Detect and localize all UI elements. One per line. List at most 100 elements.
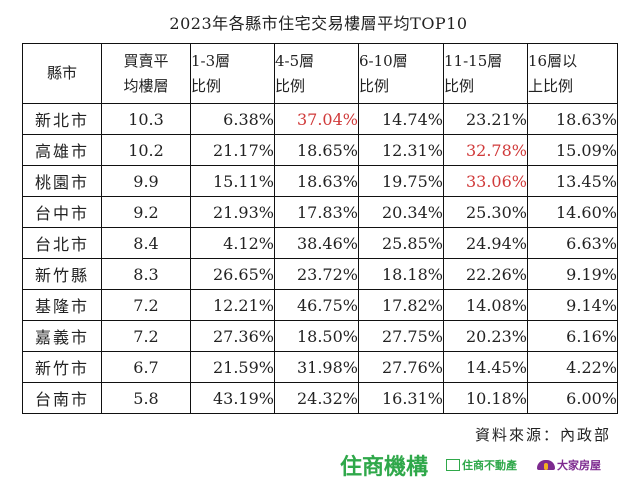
cell-f11-15: 25.30% xyxy=(443,196,528,228)
table-row: 嘉義市 7.2 27.36% 18.50% 27.75% 20.23% 6.16% xyxy=(22,320,618,352)
cell-f16: 6.00% xyxy=(527,382,618,414)
table-title: 2023年各縣市住宅交易樓層平均TOP10 xyxy=(169,14,468,33)
cell-f6-10: 17.82% xyxy=(358,289,444,321)
header-label: 4-5層 xyxy=(275,51,315,70)
cell-avg: 6.7 xyxy=(101,351,191,383)
cell-city: 新北市 xyxy=(22,103,102,135)
table-row: 新竹市 6.7 21.59% 31.98% 27.76% 14.45% 4.22% xyxy=(22,351,618,383)
cell-avg: 10.3 xyxy=(101,103,191,135)
cell-f1-3: 6.38% xyxy=(190,103,275,135)
cell-avg: 9.2 xyxy=(101,196,191,228)
header-row: 縣市 買賣平 均樓層 1-3層 比例 4-5層 比例 6-10層 比例 11-15層 比例… xyxy=(22,43,618,104)
cell-city: 桃園市 xyxy=(22,165,102,197)
cell-f4-5: 18.50% xyxy=(274,320,359,352)
cell-city: 新竹縣 xyxy=(22,258,102,290)
cell-f1-3: 4.12% xyxy=(190,227,275,259)
cell-f4-5: 17.83% xyxy=(274,196,359,228)
cell-f6-10: 27.76% xyxy=(358,351,444,383)
cell-f16: 14.60% xyxy=(527,196,618,228)
header-label: 6-10層 xyxy=(359,51,408,70)
header-16-plus: 16層以上比例 xyxy=(527,43,618,104)
cell-f11-15: 32.78% xyxy=(443,134,528,166)
cell-f11-15: 23.21% xyxy=(443,103,528,135)
cell-f16: 6.16% xyxy=(527,320,618,352)
header-label: 均樓層 xyxy=(123,76,169,95)
header-label: 縣市 xyxy=(46,64,77,82)
logo-brand2: 住商不動產 xyxy=(446,457,517,473)
house-logo-icon xyxy=(446,459,461,471)
cell-f1-3: 43.19% xyxy=(190,382,275,414)
header-label: 1-3層 xyxy=(191,51,231,70)
logo-bar: 住商機構 住商不動產 大家房屋 xyxy=(340,450,601,480)
cell-f1-3: 15.11% xyxy=(190,165,275,197)
table-row: 基隆市 7.2 12.21% 46.75% 17.82% 14.08% 9.14% xyxy=(22,289,618,321)
cell-f16: 13.45% xyxy=(527,165,618,197)
cell-f11-15: 22.26% xyxy=(443,258,528,290)
table-row: 新北市 10.3 6.38% 37.04% 14.74% 23.21% 18.63% xyxy=(22,103,618,135)
cell-avg: 7.2 xyxy=(101,289,191,321)
cell-f16: 9.19% xyxy=(527,258,618,290)
cell-f4-5: 23.72% xyxy=(274,258,359,290)
header-city: 縣市 xyxy=(22,43,102,104)
floor-ratio-table: 縣市 買賣平 均樓層 1-3層 比例 4-5層 比例 6-10層 比例 11-15層 比例… xyxy=(22,43,618,414)
cell-avg: 9.9 xyxy=(101,165,191,197)
cell-avg: 10.2 xyxy=(101,134,191,166)
table-row: 台北市 8.4 4.12% 38.46% 25.85% 24.94% 6.63% xyxy=(22,227,618,259)
cell-avg: 8.3 xyxy=(101,258,191,290)
cell-f4-5: 24.32% xyxy=(274,382,359,414)
cell-f11-15: 24.94% xyxy=(443,227,528,259)
table-row: 台中市 9.2 21.93% 17.83% 20.34% 25.30% 14.60% xyxy=(22,196,618,228)
header-4-5: 4-5層比例 xyxy=(274,43,359,104)
header-label: 11-15層 xyxy=(444,51,503,70)
umbrella-logo-icon xyxy=(537,460,556,470)
cell-f11-15: 20.23% xyxy=(443,320,528,352)
cell-f6-10: 14.74% xyxy=(358,103,444,135)
cell-f1-3: 21.93% xyxy=(190,196,275,228)
header-label: 比例 xyxy=(444,76,475,95)
cell-f1-3: 21.59% xyxy=(190,351,275,383)
data-source-note: 資料來源：內政部 xyxy=(474,426,611,444)
cell-city: 台南市 xyxy=(22,382,102,414)
logo-brand3: 大家房屋 xyxy=(537,457,601,473)
header-label: 比例 xyxy=(359,76,390,95)
header-11-15: 11-15層 比例 xyxy=(443,43,528,104)
cell-city: 台北市 xyxy=(22,227,102,259)
cell-f4-5: 46.75% xyxy=(274,289,359,321)
header-6-10: 6-10層比例 xyxy=(358,43,444,104)
header-label: 比例 xyxy=(191,76,222,95)
cell-f16: 18.63% xyxy=(527,103,618,135)
header-label: 比例 xyxy=(275,76,306,95)
cell-f16: 9.14% xyxy=(527,289,618,321)
cell-f4-5: 18.65% xyxy=(274,134,359,166)
cell-f11-15: 14.08% xyxy=(443,289,528,321)
cell-f4-5: 37.04% xyxy=(274,103,359,135)
cell-f6-10: 27.75% xyxy=(358,320,444,352)
cell-avg: 8.4 xyxy=(101,227,191,259)
cell-f4-5: 38.46% xyxy=(274,227,359,259)
cell-f6-10: 12.31% xyxy=(358,134,444,166)
cell-f1-3: 27.36% xyxy=(190,320,275,352)
cell-f11-15: 33.06% xyxy=(443,165,528,197)
header-label: 16層以 xyxy=(528,51,578,70)
cell-city: 台中市 xyxy=(22,196,102,228)
header-1-3: 1-3層比例 xyxy=(190,43,275,104)
table-row: 台南市 5.8 43.19% 24.32% 16.31% 10.18% 6.00% xyxy=(22,382,618,414)
cell-f16: 6.63% xyxy=(527,227,618,259)
table-row: 桃園市 9.9 15.11% 18.63% 19.75% 33.06% 13.45% xyxy=(22,165,618,197)
cell-avg: 7.2 xyxy=(101,320,191,352)
logo-brand3-text: 大家房屋 xyxy=(557,459,602,472)
table-row: 新竹縣 8.3 26.65% 23.72% 18.18% 22.26% 9.19% xyxy=(22,258,618,290)
logo-brand2-text: 住商不動產 xyxy=(462,459,518,472)
cell-city: 新竹市 xyxy=(22,351,102,383)
cell-f16: 4.22% xyxy=(527,351,618,383)
cell-f4-5: 31.98% xyxy=(274,351,359,383)
cell-f1-3: 21.17% xyxy=(190,134,275,166)
header-avg-floor: 買賣平 均樓層 xyxy=(101,43,191,104)
header-label: 上比例 xyxy=(528,76,574,95)
logo-main: 住商機構 xyxy=(340,455,429,480)
cell-f11-15: 10.18% xyxy=(443,382,528,414)
cell-city: 高雄市 xyxy=(22,134,102,166)
cell-f11-15: 14.45% xyxy=(443,351,528,383)
cell-f1-3: 12.21% xyxy=(190,289,275,321)
table-row: 高雄市 10.2 21.17% 18.65% 12.31% 32.78% 15.09% xyxy=(22,134,618,166)
